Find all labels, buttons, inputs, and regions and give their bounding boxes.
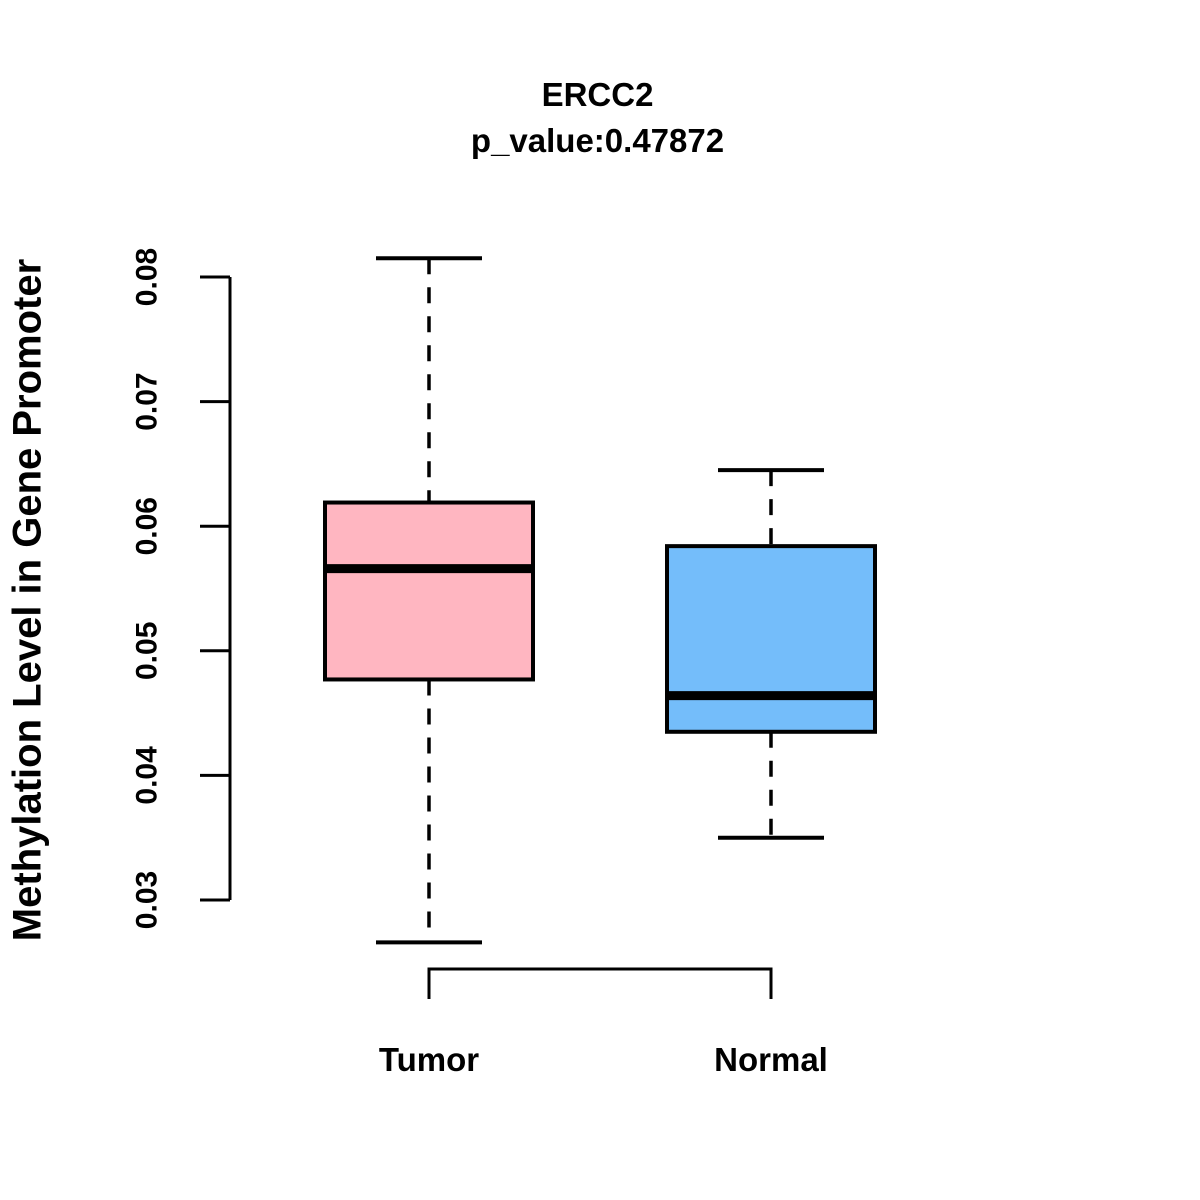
y-axis-tick-label: 0.03 bbox=[131, 871, 164, 929]
chart-subtitle-pvalue: p_value:0.47872 bbox=[470, 122, 725, 159]
normal-box bbox=[665, 544, 877, 734]
y-axis-tick-label: 0.07 bbox=[131, 372, 164, 430]
chart-title: ERCC2 bbox=[541, 76, 654, 113]
chart-title-block: ERCC2 p_value:0.47872 bbox=[230, 72, 965, 164]
y-axis-tick-label: 0.06 bbox=[131, 497, 164, 555]
x-label-tumor: Tumor bbox=[378, 1041, 480, 1078]
y-axis-tick-label: 0.08 bbox=[131, 248, 164, 306]
y-axis-tick-label: 0.05 bbox=[131, 622, 164, 680]
y-axis-tick-label: 0.04 bbox=[131, 746, 164, 805]
x-label-normal: Normal bbox=[714, 1041, 828, 1078]
tumor-box bbox=[323, 500, 535, 682]
x-axis-bracket bbox=[427, 967, 773, 999]
